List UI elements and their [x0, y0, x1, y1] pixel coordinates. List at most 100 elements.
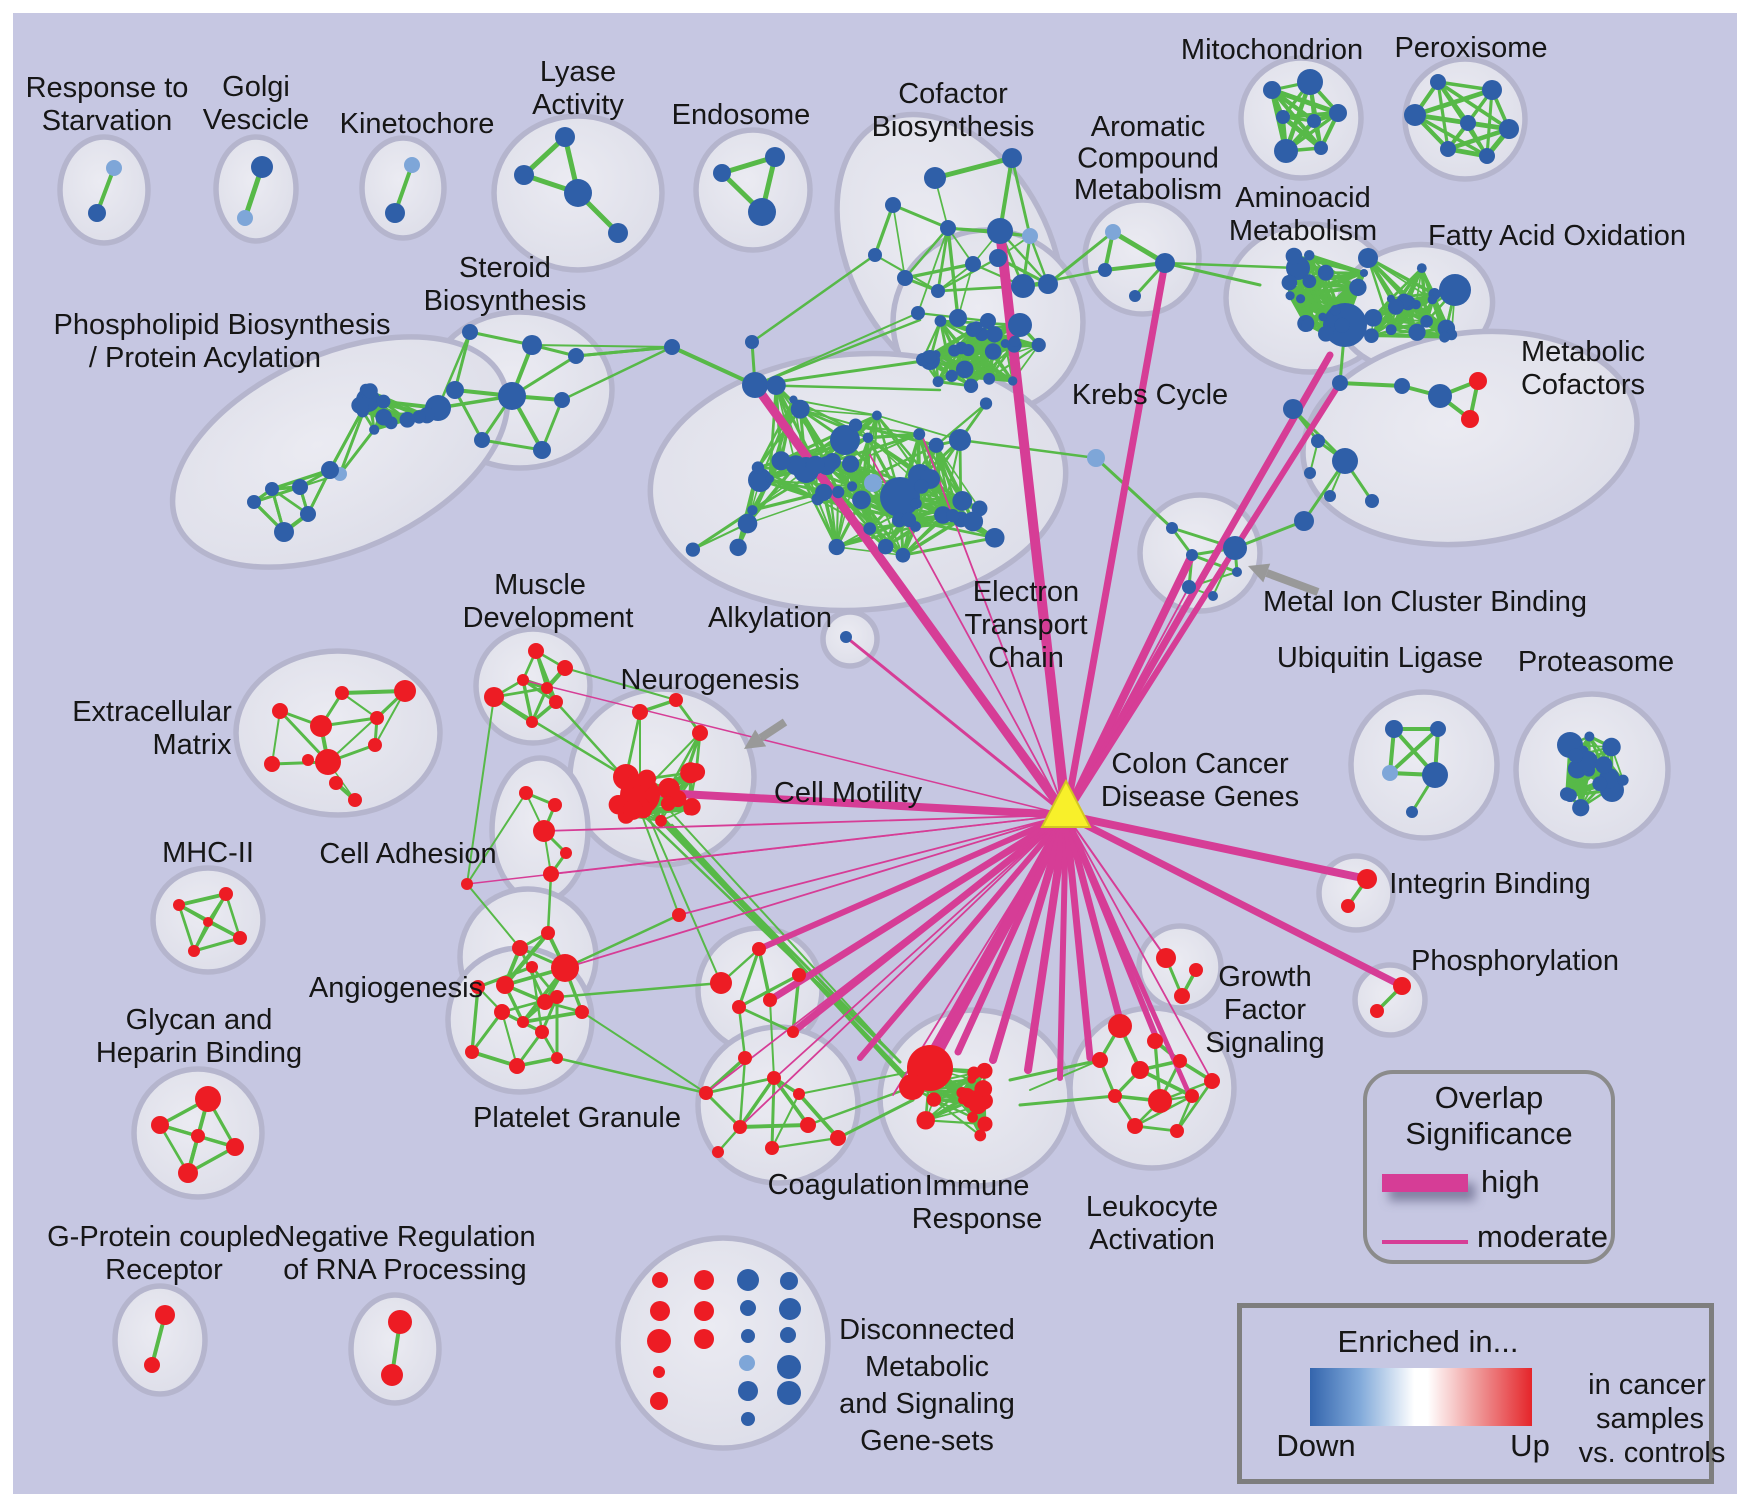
enrichment-edge	[271, 710, 281, 765]
gene-set-node	[1127, 1118, 1143, 1134]
gene-set-node	[551, 1052, 563, 1064]
gene-set-node	[1420, 314, 1433, 328]
gene-set-node	[926, 1092, 942, 1107]
enrichment-edge	[670, 345, 757, 387]
overlap-edge-high	[989, 811, 1070, 1064]
gene-set-node	[155, 1305, 175, 1325]
gene-set-node	[394, 680, 416, 702]
gene-set-node	[895, 547, 911, 563]
enrichment-edge	[470, 985, 480, 1054]
cluster-coagulation	[695, 1024, 861, 1186]
overlap-edge-moderate	[564, 814, 1067, 969]
gene-set-node	[1482, 80, 1502, 100]
cell-motility-pointer-arrow	[758, 718, 788, 742]
gene-set-node	[335, 686, 349, 700]
gene-set-node	[637, 769, 657, 789]
gene-set-node	[923, 350, 937, 364]
enrichment-edge	[1008, 1058, 1102, 1082]
label-muscle-development: Muscle	[494, 569, 586, 601]
gene-set-node	[1208, 591, 1218, 601]
overlap-significance-legend: Overlap Significance high moderate	[1363, 1070, 1615, 1264]
overlap-edge-high	[641, 788, 1070, 819]
gene-set-node	[868, 248, 882, 262]
gene-set-node	[1385, 720, 1403, 738]
gene-set-node	[1592, 776, 1608, 792]
overlap-edge-high	[1024, 811, 1070, 1074]
gene-set-node	[864, 474, 882, 492]
enrichment-edge	[753, 383, 942, 392]
gene-set-node	[1148, 1089, 1172, 1113]
gene-set-node	[983, 372, 996, 385]
overlap-edge-moderate	[1065, 586, 1190, 816]
gene-set-node	[1294, 511, 1314, 531]
cluster-endosome	[693, 127, 813, 253]
gene-set-node	[412, 410, 426, 424]
label-immune-response: Response	[912, 1203, 1043, 1235]
enrichment-edge	[946, 226, 960, 320]
gene-set-node	[965, 256, 981, 272]
enrichment-edge	[935, 444, 981, 510]
gene-set-node	[376, 394, 391, 409]
gene-set-node	[699, 1086, 713, 1100]
overlap-legend-title-line2: Significance	[1405, 1116, 1573, 1151]
overlap-edge-high	[1062, 811, 1406, 990]
gene-set-node	[955, 360, 974, 379]
gene-set-node	[1301, 318, 1314, 332]
gene-set-node	[660, 796, 676, 811]
enrichment-edge	[892, 204, 906, 279]
enrichment-edge	[746, 498, 819, 525]
gene-set-node	[1314, 141, 1328, 155]
label-angiogenesis: Angiogenesis	[309, 972, 483, 1004]
gene-set-node	[1387, 299, 1404, 315]
gene-set-node	[733, 1120, 747, 1134]
gene-set-node	[370, 711, 384, 725]
gene-set-node	[650, 1301, 670, 1321]
gene-set-node	[712, 1146, 724, 1158]
gene-set-node	[653, 1366, 665, 1378]
gene-set-node	[832, 485, 845, 499]
enrichment-edge	[903, 262, 975, 280]
label-disconnected-gene-sets: Metabolic	[865, 1351, 989, 1383]
enrichment-edge	[771, 1093, 800, 1149]
label-electron-transport-chain: Chain	[988, 642, 1064, 674]
gene-set-node	[1186, 549, 1198, 561]
enrichment-edge	[1010, 156, 1032, 238]
gene-set-node	[976, 1062, 993, 1079]
gene-set-node	[388, 1310, 412, 1334]
gene-set-node	[219, 887, 233, 901]
label-leukocyte-activation: Leukocyte	[1086, 1191, 1218, 1223]
gene-set-node	[1283, 399, 1303, 419]
gene-set-node	[669, 693, 683, 707]
label-extracellular-matrix: Matrix	[153, 729, 232, 761]
enrichment-edge	[647, 814, 722, 984]
gene-set-node	[1131, 1061, 1149, 1079]
label-cell-motility: Cell Motility	[774, 777, 923, 809]
label-platelet-granule: Platelet Granule	[473, 1102, 681, 1134]
gene-set-node	[533, 441, 551, 459]
gene-set-node	[541, 926, 555, 940]
enrichment-edge	[754, 312, 919, 386]
label-extracellular-matrix: Extracellular	[72, 696, 232, 728]
gene-set-node	[1461, 410, 1479, 428]
gene-set-node	[1318, 312, 1328, 322]
gene-set-node	[1204, 1073, 1220, 1089]
enrichment-edge	[1190, 553, 1239, 574]
gene-set-node	[664, 339, 680, 355]
label-coagulation: Coagulation	[768, 1169, 923, 1201]
gene-set-node	[1330, 304, 1341, 316]
gene-set-node	[528, 643, 544, 659]
gene-set-node	[494, 1004, 510, 1020]
overlap-edge-moderate	[466, 814, 1067, 885]
gene-set-node	[498, 382, 526, 410]
label-colon-cancer-disease-genes: Disease Genes	[1101, 781, 1299, 813]
gene-set-node	[519, 786, 533, 800]
gene-set-node	[1108, 1089, 1122, 1103]
label-steroid-biosynthesis: Biosynthesis	[424, 285, 587, 317]
label-aromatic-compound-metabolism: Metabolism	[1074, 174, 1222, 206]
gene-set-node	[557, 660, 573, 676]
gene-set-node	[1568, 748, 1584, 764]
enrichment-edge	[1370, 334, 1446, 339]
label-electron-transport-chain: Transport	[964, 609, 1087, 641]
gene-set-node	[302, 754, 314, 766]
label-integrin-binding: Integrin Binding	[1389, 868, 1591, 900]
